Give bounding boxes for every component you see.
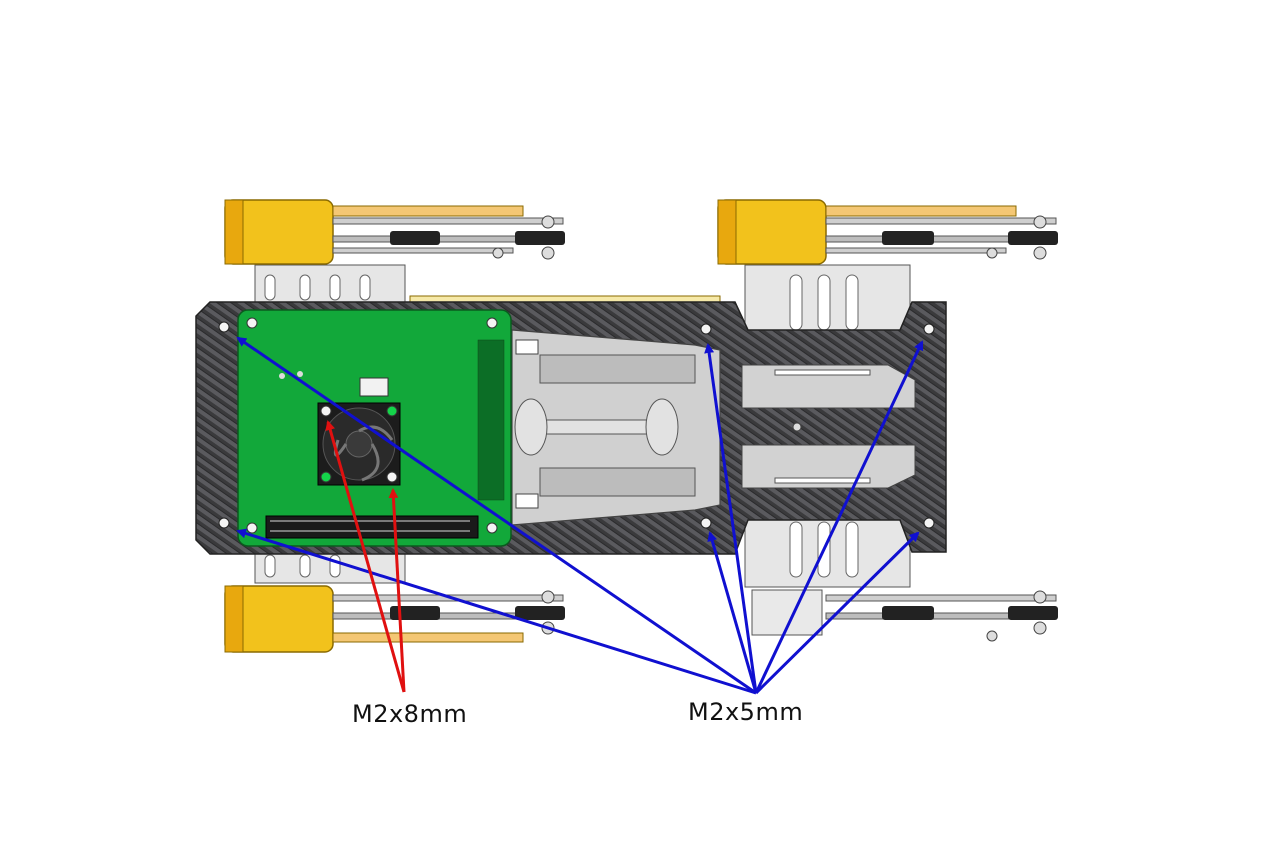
rear-cutouts [741, 364, 916, 489]
servo-cutout [511, 329, 721, 526]
chassis-screw-holes [218, 321, 935, 529]
callout-arrows-m2x5 [236, 336, 924, 695]
gpio-header [265, 515, 479, 539]
motor-assembly-top-right [717, 199, 1058, 336]
motor-assembly-top-left [224, 199, 565, 306]
callout-label-m2x8mm: M2x8mm [352, 700, 468, 728]
fan-connector [359, 377, 389, 397]
cooling-fan [317, 402, 401, 486]
motor-assembly-bottom-left [224, 547, 565, 653]
controller-pcb [237, 309, 512, 547]
pad-grid [477, 339, 505, 501]
callout-arrows-m2x8 [325, 420, 406, 693]
motor-assembly-bottom-right [744, 514, 1058, 642]
callout-label-m2x5mm: M2x5mm [688, 698, 804, 726]
